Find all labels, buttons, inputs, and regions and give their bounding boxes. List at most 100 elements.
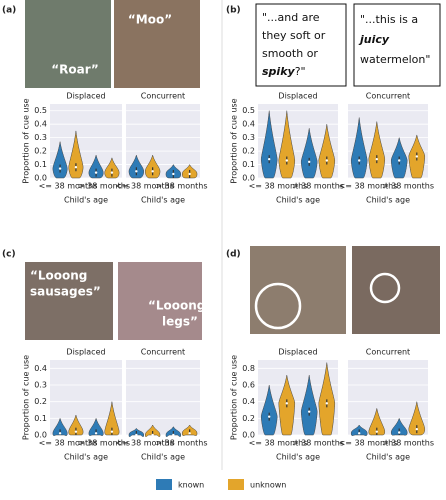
quote: watermelon" xyxy=(360,53,430,66)
median-dot xyxy=(268,157,271,161)
x-axis-label: Child's age xyxy=(366,196,410,205)
y-tick-label: 0.3 xyxy=(34,133,47,142)
violin xyxy=(318,124,336,179)
quote: “Looong xyxy=(30,269,87,283)
y-tick-label: 0.0 xyxy=(34,174,47,183)
median-dot xyxy=(398,431,401,434)
violin xyxy=(104,156,120,179)
median-dot xyxy=(58,167,62,170)
x-axis-label: Child's age xyxy=(141,196,185,205)
y-tick-label: 0.0 xyxy=(242,174,255,183)
panel-label: (d) xyxy=(226,250,241,260)
quote: "...this is a xyxy=(360,13,418,26)
quote: legs” xyxy=(162,315,198,329)
x-tick-label: <= 38 months xyxy=(115,182,174,191)
x-tick-label: > 38 months xyxy=(78,439,130,448)
highlight-circle xyxy=(254,282,302,330)
x-tick-label: <= 38 months xyxy=(339,182,398,191)
y-tick-label: 0.6 xyxy=(242,381,255,390)
violin xyxy=(88,155,104,179)
legend-label: known xyxy=(178,481,204,490)
x-axis-label: Child's age xyxy=(64,453,108,462)
x-tick-label: > 38 months xyxy=(382,182,434,191)
x-axis-label: Child's age xyxy=(141,453,185,462)
quote: "...and are xyxy=(262,11,320,24)
violin xyxy=(368,121,386,179)
photo xyxy=(118,262,202,340)
quote: smooth or xyxy=(262,47,318,60)
violin xyxy=(260,384,278,436)
violin xyxy=(260,110,278,179)
median-dot xyxy=(375,430,378,433)
photo xyxy=(25,262,113,340)
median-dot xyxy=(188,432,191,435)
quote: they soft or xyxy=(262,29,326,42)
subplot-title: Concurrent xyxy=(141,92,185,101)
violin xyxy=(318,362,336,436)
photo xyxy=(114,0,200,88)
photo xyxy=(250,246,346,334)
photo xyxy=(352,246,440,334)
highlight-circle xyxy=(369,272,401,304)
x-tick-label: > 38 months xyxy=(78,182,130,191)
y-tick-label: 0.0 xyxy=(242,431,255,440)
y-tick-label: 0.4 xyxy=(242,120,255,129)
median-dot xyxy=(94,432,98,435)
subplot-title: Displaced xyxy=(66,348,105,357)
x-tick-label: > 38 months xyxy=(292,182,344,191)
quote: “Moo” xyxy=(128,13,172,27)
quote-box xyxy=(255,3,347,87)
x-axis-label: Child's age xyxy=(64,196,108,205)
median-dot xyxy=(110,430,114,433)
median-dot xyxy=(268,415,271,418)
x-tick-label: > 38 months xyxy=(155,439,207,448)
subplot-title: Concurrent xyxy=(141,348,185,357)
violin xyxy=(128,154,145,179)
violin xyxy=(68,130,84,179)
x-tick-label: <= 38 months xyxy=(249,439,308,448)
median-dot xyxy=(58,432,62,435)
y-tick-label: 0.0 xyxy=(34,431,47,440)
quote: sausages” xyxy=(30,285,101,299)
median-dot xyxy=(135,433,138,437)
median-dot xyxy=(172,433,175,437)
median-dot xyxy=(325,402,328,405)
x-axis-label: Child's age xyxy=(276,453,320,462)
y-tick-label: 0.2 xyxy=(242,147,255,156)
quote-box xyxy=(353,3,441,87)
legend-swatch xyxy=(228,479,244,490)
x-tick-label: > 38 months xyxy=(155,182,207,191)
x-tick-label: <= 38 months xyxy=(249,182,308,191)
quote: spiky?" xyxy=(262,65,306,78)
y-tick-label: 0.4 xyxy=(242,397,255,406)
legend-label: unknown xyxy=(250,481,286,490)
median-dot xyxy=(415,427,418,431)
violin xyxy=(408,401,426,436)
y-tick-label: 0.2 xyxy=(242,414,255,423)
y-tick-label: 0.3 xyxy=(34,381,47,390)
violin xyxy=(278,110,296,179)
quote: ?" xyxy=(295,65,306,78)
y-tick-label: 0.8 xyxy=(242,364,255,373)
y-tick-label: 0.4 xyxy=(34,364,47,373)
median-dot xyxy=(74,430,78,433)
quote: “Looong xyxy=(148,299,205,313)
median-dot xyxy=(110,171,114,174)
median-dot xyxy=(375,157,378,161)
quote: “Roar” xyxy=(51,63,99,77)
median-dot xyxy=(94,171,98,174)
median-dot xyxy=(151,170,154,173)
y-axis-label: Proportion of cue use xyxy=(230,98,239,183)
x-tick-label: <= 38 months xyxy=(115,439,174,448)
violin xyxy=(144,154,161,179)
y-tick-label: 0.1 xyxy=(242,160,255,169)
median-dot xyxy=(135,170,138,173)
median-dot xyxy=(325,159,328,162)
x-tick-label: > 38 months xyxy=(292,439,344,448)
subplot-title: Concurrent xyxy=(366,348,410,357)
violin xyxy=(300,374,318,436)
y-tick-label: 0.2 xyxy=(34,147,47,156)
y-tick-label: 0.2 xyxy=(34,397,47,406)
median-dot xyxy=(358,432,361,435)
